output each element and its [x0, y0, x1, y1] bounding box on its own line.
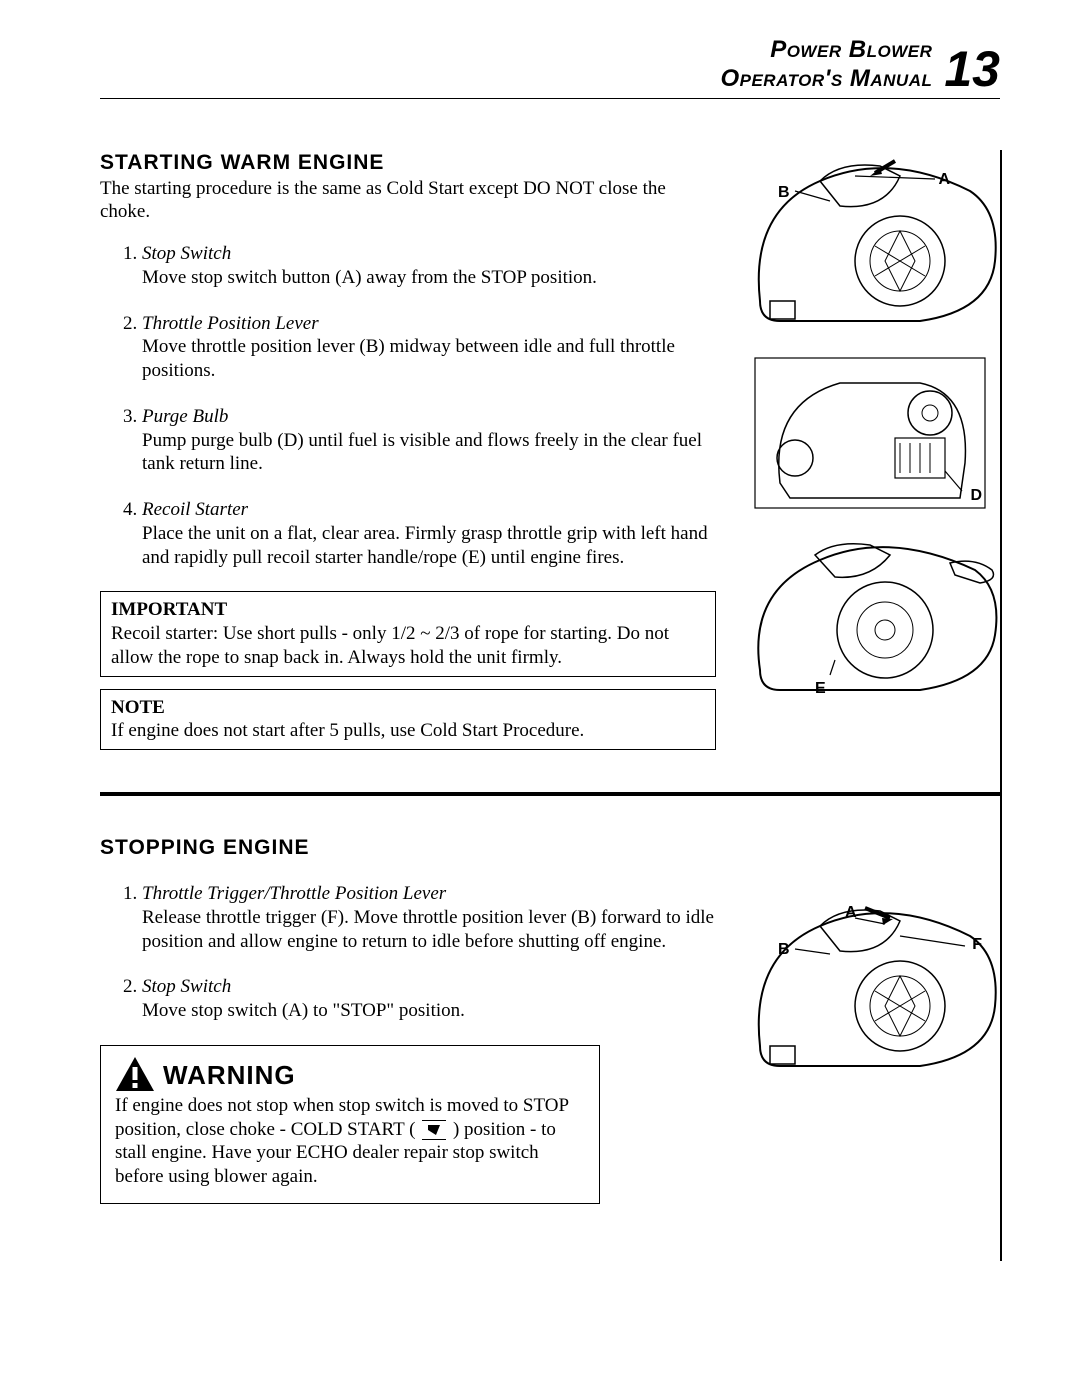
- step-title: Stop Switch: [142, 976, 231, 997]
- note-body: If engine does not start after 5 pulls, …: [111, 719, 705, 743]
- warning-box: WARNING If engine does not stop when sto…: [100, 1045, 600, 1204]
- warm-start-steps: Stop Switch Move stop switch button (A) …: [100, 242, 716, 569]
- step-stop-switch-2: Stop Switch Move stop switch (A) to "STO…: [142, 975, 716, 1023]
- step-body: Move stop switch (A) to "STOP" position.: [142, 1000, 465, 1021]
- important-heading: IMPORTANT: [111, 598, 705, 622]
- section-divider: [100, 792, 1000, 796]
- step-throttle-trigger: Throttle Trigger/Throttle Position Lever…: [142, 882, 716, 953]
- figure-spacer: [740, 836, 1000, 896]
- section-warm-start: Starting Warm Engine The starting proced…: [100, 151, 1000, 763]
- figure-blower-starter: E: [740, 535, 1000, 700]
- figure-blower-top: A B: [740, 151, 1000, 331]
- step-body: Release throttle trigger (F). Move throt…: [142, 907, 714, 952]
- warm-start-text: Starting Warm Engine The starting proced…: [100, 151, 716, 763]
- step-body: Move stop switch button (A) away from th…: [142, 267, 597, 288]
- starter-drawing-icon: [740, 535, 1000, 700]
- vertical-rule: [1000, 150, 1002, 1261]
- warm-start-intro: The starting procedure is the same as Co…: [100, 177, 716, 225]
- stopping-steps: Throttle Trigger/Throttle Position Lever…: [100, 882, 716, 1023]
- figure-label-A: A: [938, 171, 950, 189]
- step-title: Throttle Position Lever: [142, 313, 319, 334]
- note-heading: NOTE: [111, 696, 705, 720]
- figure-blower-stop: A B F: [740, 896, 1000, 1076]
- figure-label-B2: B: [778, 941, 790, 959]
- step-title: Purge Bulb: [142, 406, 228, 427]
- page-number: 13: [944, 44, 1000, 94]
- step-title: Throttle Trigger/Throttle Position Lever: [142, 883, 446, 904]
- figure-label-F: F: [972, 936, 982, 954]
- stopping-heading: Stopping Engine: [100, 836, 716, 860]
- warning-triangle-icon: [115, 1056, 155, 1092]
- choke-icon: [422, 1120, 446, 1140]
- header-title-block: Power Blower Operator's Manual: [720, 36, 932, 94]
- section-stopping: Stopping Engine Throttle Trigger/Throttl…: [100, 836, 1000, 1204]
- figure-label-A2: A: [845, 904, 857, 922]
- figure-label-E: E: [815, 680, 826, 698]
- step-purge-bulb: Purge Bulb Pump purge bulb (D) until fue…: [142, 405, 716, 476]
- step-throttle-lever: Throttle Position Lever Move throttle po…: [142, 312, 716, 383]
- manual-page: Power Blower Operator's Manual 13 Starti…: [0, 0, 1080, 1381]
- warm-start-heading: Starting Warm Engine: [100, 151, 716, 175]
- step-recoil-starter: Recoil Starter Place the unit on a flat,…: [142, 498, 716, 569]
- warning-heading: WARNING: [163, 1059, 296, 1092]
- page-header: Power Blower Operator's Manual 13: [100, 36, 1000, 99]
- warning-body: If engine does not stop when stop switch…: [115, 1094, 585, 1189]
- warm-start-figures: A B D: [740, 151, 1000, 763]
- figure-label-B: B: [778, 184, 790, 202]
- engine-drawing-icon: [740, 343, 1000, 523]
- stopping-text: Stopping Engine Throttle Trigger/Throttl…: [100, 836, 716, 1204]
- note-box: NOTE If engine does not start after 5 pu…: [100, 689, 716, 751]
- important-body: Recoil starter: Use short pulls - only 1…: [111, 622, 705, 670]
- stopping-figures: A B F: [740, 836, 1000, 1204]
- blower-stop-drawing-icon: [740, 896, 1000, 1076]
- figure-engine-side: D: [740, 343, 1000, 523]
- figure-label-D: D: [970, 487, 982, 505]
- step-body: Place the unit on a flat, clear area. Fi…: [142, 523, 708, 568]
- step-title: Stop Switch: [142, 243, 231, 264]
- step-title: Recoil Starter: [142, 499, 248, 520]
- important-box: IMPORTANT Recoil starter: Use short pull…: [100, 591, 716, 676]
- header-line-1: Power Blower: [720, 36, 932, 65]
- blower-drawing-icon: [740, 151, 1000, 331]
- header-line-2: Operator's Manual: [720, 65, 932, 94]
- step-stop-switch: Stop Switch Move stop switch button (A) …: [142, 242, 716, 290]
- step-body: Move throttle position lever (B) midway …: [142, 336, 675, 381]
- warning-header: WARNING: [115, 1056, 585, 1092]
- step-body: Pump purge bulb (D) until fuel is visibl…: [142, 430, 702, 475]
